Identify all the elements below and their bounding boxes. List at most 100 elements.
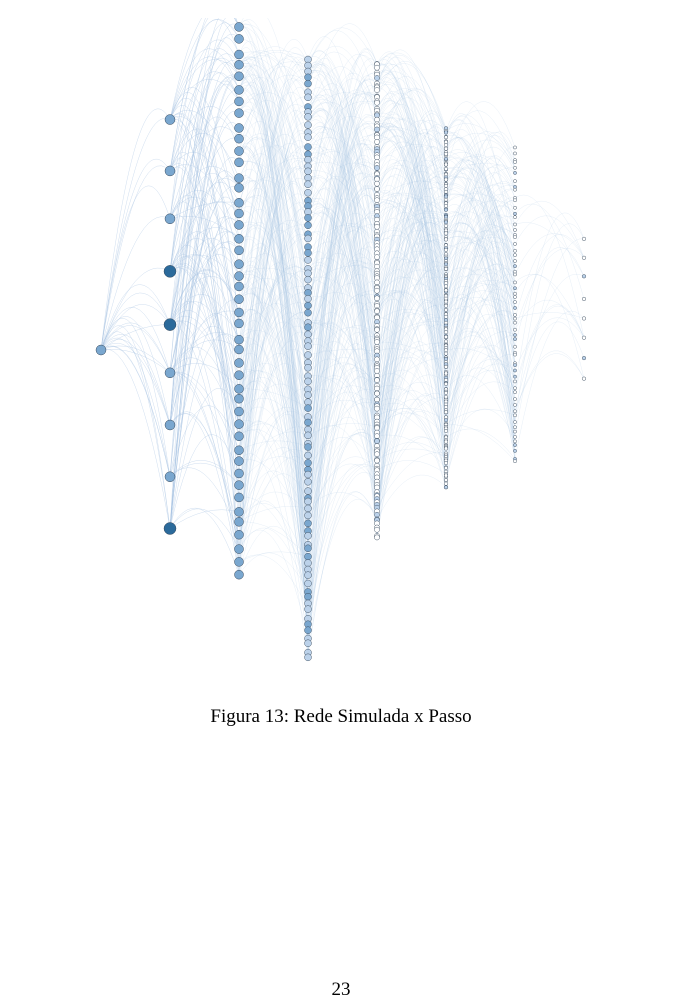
graph-edge [376,126,447,442]
graph-node-step-4 [374,126,380,133]
graph-node-step-3 [304,532,312,540]
graph-node-step-1 [164,114,176,125]
graph-edge [238,105,309,512]
graph-edge [445,167,516,294]
graph-edge [307,375,378,442]
graph-node-step-2 [234,108,244,118]
graph-edge [238,148,309,524]
graph-edge [376,179,447,304]
graph-edge [307,193,378,502]
graph-edge [445,188,516,390]
graph-edge [445,101,516,267]
graph-edge [307,212,378,610]
graph-node-step-6 [513,253,517,257]
graph-edge [376,314,447,466]
graph-edge [238,343,309,597]
graph-edge [307,252,378,330]
graph-edge [307,402,378,475]
graph-edge [307,92,378,428]
graph-edge [238,133,309,218]
graph-edge [238,46,309,90]
graph-edge [238,275,309,593]
graph-edge [238,158,309,214]
graph-edge [376,91,447,301]
graph-edge [238,138,309,207]
graph-edge [376,198,447,538]
graph-edge [376,227,447,446]
graph-edge [238,151,309,425]
graph-edge [238,312,309,532]
graph-node-step-6 [513,205,517,210]
graph-edge [445,300,516,354]
graph-node-step-6 [513,306,517,310]
graph-edge [169,116,240,272]
graph-edge [238,89,309,390]
graph-edge [445,137,516,309]
graph-edge [169,324,240,575]
graph-edge [376,118,447,210]
graph-edge [376,196,447,339]
graph-edge [445,155,516,349]
graph-edge [514,353,585,412]
graph-edge [100,331,171,529]
graph-node-step-7 [581,236,587,241]
graph-edge [307,94,378,409]
graph-edge [169,18,240,171]
graph-node-step-5 [443,207,449,212]
graph-edge [376,176,447,508]
graph-edge [238,194,309,347]
graph-node-step-3 [304,377,312,386]
graph-edge [445,428,516,460]
graph-edge [238,293,309,444]
graph-edge [238,146,309,597]
graph-edge [169,39,240,171]
graph-node-step-3 [304,544,312,552]
graph-edge [376,402,447,460]
graph-edge [376,126,447,282]
graph-edge [307,126,378,312]
graph-edge [169,201,240,272]
graph-edge [169,467,240,535]
graph-edge [376,298,447,488]
graph-edge [376,290,447,481]
graph-edge [169,202,240,529]
graph-node-step-3 [304,234,312,243]
graph-node-step-6 [513,368,517,373]
graph-edge [307,226,378,299]
graph-node-step-3 [304,309,312,317]
graph-edge [307,62,378,240]
graph-edges [100,18,585,658]
graph-edge [376,140,447,358]
graph-edge [445,255,516,299]
graph-edge [307,30,378,103]
graph-edge [376,448,447,461]
graph-edge [376,145,447,428]
graph-node-step-6 [513,386,517,390]
graph-edge [238,58,309,214]
graph-edge [445,183,516,267]
graph-edge [307,294,378,482]
graph-edge [376,374,447,460]
graph-edge [376,141,447,204]
graph-edge [445,297,516,347]
graph-edge [307,55,378,342]
graph-node-step-2 [234,22,244,32]
graph-edge [376,126,447,317]
graph-edge [445,280,516,311]
graph-edge [445,115,516,330]
graph-edge [376,173,447,416]
graph-edge [238,64,309,576]
graph-edge [376,302,447,475]
graph-node-step-4 [374,197,380,203]
graph-edge [100,346,171,477]
graph-node-step-6 [513,222,517,227]
graph-edge [445,184,516,324]
graph-edge [100,325,171,373]
graph-edge [238,78,309,300]
graph-edge [307,114,378,509]
graph-edge [376,212,447,240]
graph-edge [307,349,378,356]
graph-edge [445,327,516,425]
graph-edge [445,367,516,412]
graph-edge [445,211,516,294]
